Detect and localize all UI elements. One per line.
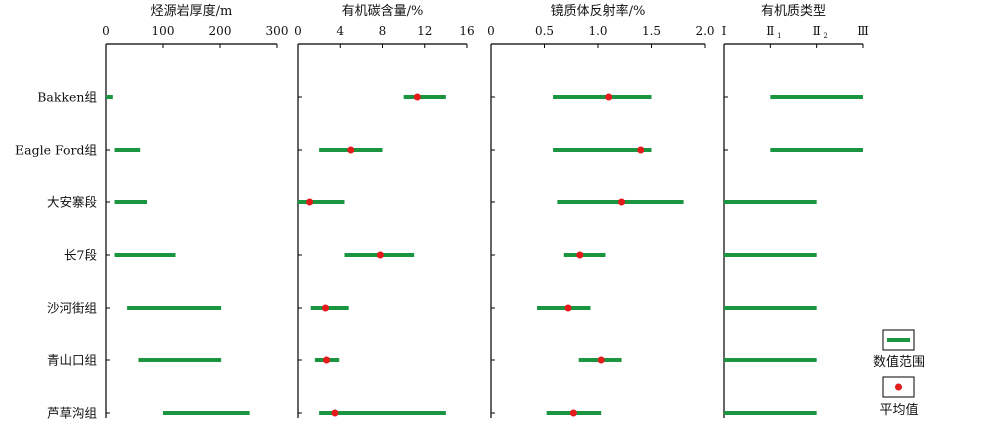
mean-point bbox=[569, 409, 577, 417]
mean-point bbox=[564, 304, 572, 312]
x-tick-label: 1.0 bbox=[588, 24, 607, 38]
legend: 数值范围 平均值 bbox=[873, 329, 925, 418]
mean-point bbox=[331, 409, 339, 417]
category-label: 大安寨段 bbox=[47, 195, 97, 210]
panel-title: 镜质体反射率/% bbox=[551, 3, 646, 19]
panel-title: 烃源岩厚度/m bbox=[151, 3, 233, 19]
panel-title: 有机碳含量/% bbox=[342, 3, 424, 19]
x-tick-label: Ⅲ bbox=[857, 24, 869, 38]
mean-point bbox=[323, 356, 331, 364]
x-tick-label: 12 bbox=[417, 24, 432, 38]
category-label: 沙河街组 bbox=[47, 301, 97, 316]
x-tick-label: 0.5 bbox=[535, 24, 554, 38]
legend-mean-box bbox=[882, 376, 915, 398]
x-tick-label: 0 bbox=[294, 24, 302, 38]
mean-point bbox=[306, 198, 314, 206]
x-tick-label: 300 bbox=[266, 24, 289, 38]
mean-point bbox=[637, 146, 645, 154]
x-tick-subscript: 2 bbox=[823, 32, 827, 40]
category-label: 长7段 bbox=[64, 248, 97, 263]
mean-point bbox=[618, 198, 626, 206]
mean-point bbox=[576, 251, 584, 259]
panel-1: 烃源岩厚度/m 0 100 200 300 bbox=[102, 3, 288, 418]
legend-mean-swatch bbox=[895, 383, 902, 391]
x-tick-label: 1.5 bbox=[642, 24, 661, 38]
x-tick-label: 16 bbox=[459, 24, 474, 38]
legend-range-label: 数值范围 bbox=[873, 354, 925, 370]
category-label: Bakken组 bbox=[37, 90, 97, 105]
x-tick-label: 8 bbox=[379, 24, 387, 38]
x-tick-label: Ⅰ bbox=[722, 24, 727, 38]
x-tick-subscript: 1 bbox=[777, 32, 781, 40]
mean-point bbox=[347, 146, 355, 154]
x-tick-label: 0 bbox=[102, 24, 110, 38]
mean-point bbox=[376, 251, 384, 259]
x-tick-label: Ⅱ bbox=[813, 24, 821, 38]
x-tick-label: 2.0 bbox=[695, 24, 714, 38]
category-label: Eagle Ford组 bbox=[15, 143, 97, 158]
mean-point bbox=[413, 93, 421, 101]
x-tick-label: 0 bbox=[487, 24, 495, 38]
category-label: 芦草沟组 bbox=[47, 406, 97, 421]
x-tick-label: 100 bbox=[152, 24, 175, 38]
category-label: 青山口组 bbox=[47, 353, 97, 368]
mean-point bbox=[605, 93, 613, 101]
mean-point bbox=[321, 304, 329, 312]
x-tick-label: Ⅱ bbox=[766, 24, 774, 38]
legend-mean-label: 平均值 bbox=[879, 402, 918, 418]
x-tick-label: 200 bbox=[209, 24, 232, 38]
panel-title: 有机质类型 bbox=[761, 4, 826, 19]
x-tick-label: 4 bbox=[336, 24, 344, 38]
panel-3: 镜质体反射率/% 0 0.5 1.0 1.5 2.0 bbox=[487, 3, 715, 418]
panel-2: 有机碳含量/% 0 4 8 12 16 bbox=[294, 3, 475, 418]
mean-point bbox=[597, 356, 605, 364]
legend-range-box bbox=[882, 329, 915, 351]
